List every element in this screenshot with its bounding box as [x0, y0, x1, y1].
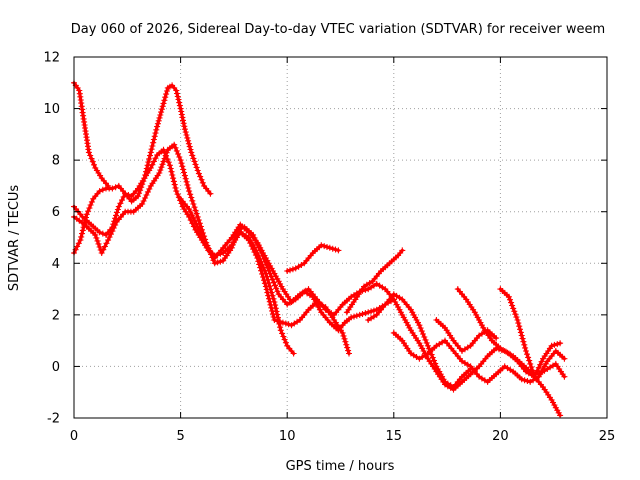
x-axis-label: GPS time / hours	[286, 459, 395, 474]
series-pass-9	[365, 291, 474, 391]
series-markers	[433, 317, 500, 354]
series-pass-7	[284, 242, 342, 274]
series-markers	[237, 229, 352, 357]
y-axis-label: SDTVAR / TECUs	[7, 185, 22, 292]
series-markers	[365, 291, 474, 391]
x-tick-label: 5	[176, 429, 184, 444]
series-markers	[390, 329, 568, 385]
series-pass-8	[343, 247, 406, 316]
x-tick-label: 10	[279, 429, 296, 444]
series-group	[71, 79, 568, 419]
x-tick-label: 15	[386, 429, 403, 444]
series-pass-13	[497, 286, 564, 419]
y-tick-label: 2	[52, 308, 60, 323]
y-tick-label: 12	[43, 51, 60, 66]
y-tick-label: 6	[52, 205, 60, 220]
series-pass-1	[71, 79, 112, 189]
plot-frame	[73, 56, 608, 419]
series-markers	[454, 286, 564, 380]
series-pass-12	[454, 286, 564, 380]
series-markers	[284, 242, 342, 274]
x-tick-label: 25	[599, 429, 616, 444]
series-pass-6	[237, 229, 352, 357]
y-tick-label: 8	[52, 154, 60, 169]
y-tick-label: 0	[52, 360, 60, 375]
series-markers	[497, 286, 564, 419]
y-tick-label: 4	[52, 257, 60, 272]
series-markers	[343, 247, 406, 316]
chart-title: Day 060 of 2026, Sidereal Day-to-day VTE…	[71, 22, 605, 37]
axis-ticks: 0 5 10 15 20 25 -2 0 2 4 6 8 10 12	[43, 51, 615, 445]
x-tick-label: 0	[70, 429, 78, 444]
x-tick-label: 20	[492, 429, 509, 444]
y-tick-label: -2	[47, 412, 60, 427]
y-tick-label: 10	[43, 102, 60, 117]
